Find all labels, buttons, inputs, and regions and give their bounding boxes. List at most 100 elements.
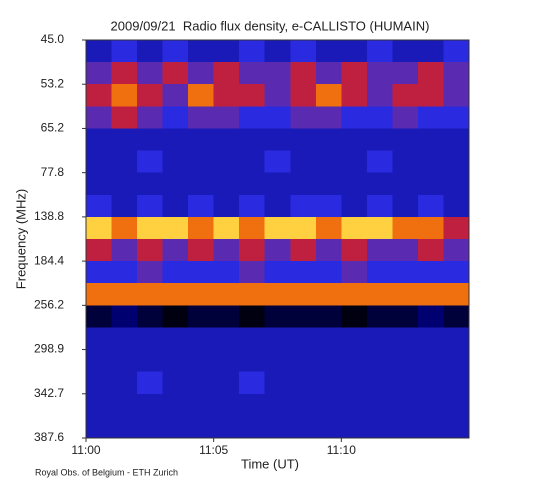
cell [417, 415, 444, 439]
cell [213, 283, 240, 306]
y-tick-label: 184.4 [34, 253, 64, 267]
cell [264, 415, 291, 439]
cell [392, 40, 419, 63]
cell [264, 327, 291, 351]
cell [213, 84, 240, 107]
cell [188, 261, 215, 284]
cell [239, 305, 266, 328]
cell [86, 62, 113, 85]
cell [162, 327, 189, 351]
cell [366, 327, 393, 351]
cell [264, 62, 291, 85]
cell [137, 106, 164, 129]
y-tick-label: 77.8 [41, 165, 65, 179]
cell [239, 283, 266, 306]
cell [137, 40, 164, 63]
cell [239, 106, 266, 129]
cell [162, 84, 189, 107]
cell [290, 216, 317, 240]
cell [290, 393, 317, 417]
cell [111, 216, 138, 240]
cell [86, 305, 113, 328]
cell [315, 150, 342, 174]
cell [443, 393, 470, 417]
cell [264, 172, 291, 196]
cell [213, 40, 240, 63]
cell [188, 62, 215, 85]
cell [264, 216, 291, 240]
cell [392, 194, 419, 218]
cell [162, 150, 189, 174]
cell [315, 40, 342, 63]
cell [392, 415, 419, 439]
cell [417, 62, 444, 85]
cell [162, 40, 189, 63]
cell [341, 261, 368, 284]
cell [392, 239, 419, 262]
cell [137, 305, 164, 328]
cell [341, 349, 368, 373]
cell [417, 327, 444, 351]
cell [111, 305, 138, 328]
cell [86, 349, 113, 373]
cell [213, 216, 240, 240]
cell [162, 415, 189, 439]
cell [239, 415, 266, 439]
cell [162, 305, 189, 328]
cell [366, 349, 393, 373]
cell [111, 172, 138, 196]
cell [341, 62, 368, 85]
cell [188, 305, 215, 328]
cell [239, 62, 266, 85]
cell [213, 327, 240, 351]
cell [86, 239, 113, 262]
cell [111, 194, 138, 218]
cell [264, 239, 291, 262]
cell [188, 415, 215, 439]
cell [443, 349, 470, 373]
cell [111, 128, 138, 152]
cell [341, 194, 368, 218]
cell [239, 128, 266, 152]
cell [86, 40, 113, 63]
x-tick-label: 11:00 [71, 443, 100, 457]
cell [443, 415, 470, 439]
cell [188, 128, 215, 152]
cell [290, 239, 317, 262]
cell [392, 349, 419, 373]
cell [417, 128, 444, 152]
cell [188, 40, 215, 63]
cell [213, 349, 240, 373]
cell [392, 283, 419, 306]
cell [86, 106, 113, 129]
cell [86, 194, 113, 218]
cell [366, 172, 393, 196]
cell [290, 194, 317, 218]
cell [239, 371, 266, 395]
cell [341, 216, 368, 240]
plot-frame [85, 39, 470, 439]
cell [290, 128, 317, 152]
cell [341, 172, 368, 196]
cell [443, 40, 470, 63]
cell [111, 106, 138, 129]
cell [239, 172, 266, 196]
cell [417, 150, 444, 174]
cell [86, 84, 113, 107]
cell [86, 172, 113, 196]
cell [239, 327, 266, 351]
cell [392, 305, 419, 328]
cell [264, 371, 291, 395]
cell [443, 150, 470, 174]
cell [264, 40, 291, 63]
cell [111, 62, 138, 85]
footnote: Royal Obs. of Belgium - ETH Zurich [35, 467, 178, 477]
cell [239, 216, 266, 240]
cell [290, 349, 317, 373]
cell [366, 194, 393, 218]
cell [417, 371, 444, 395]
cell [366, 283, 393, 306]
cell [315, 84, 342, 107]
